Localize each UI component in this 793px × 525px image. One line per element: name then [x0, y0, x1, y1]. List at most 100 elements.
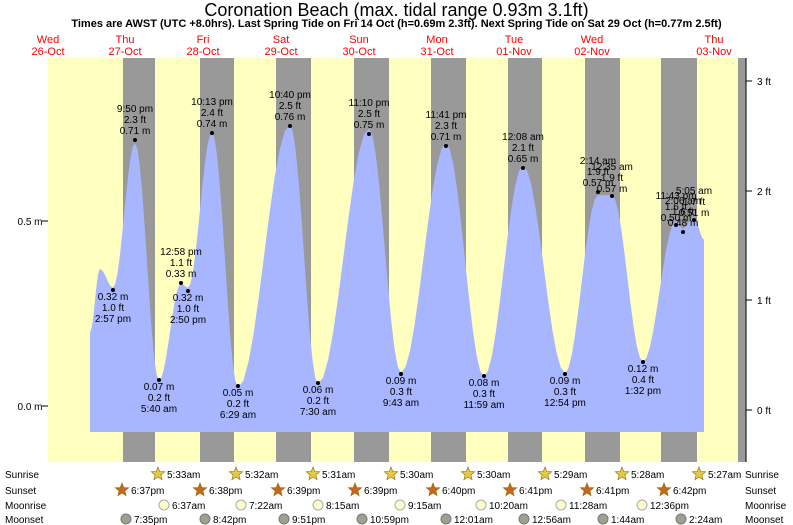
tide-m-label: 0.32 m [98, 292, 129, 303]
date-label: 02-Nov [574, 46, 610, 58]
tide-m-label: 0.75 m [354, 120, 385, 131]
sunrise-icon [691, 466, 707, 481]
tide-point [367, 132, 371, 136]
sunrise-icon [150, 466, 166, 481]
tide-m-label: 0.06 m [303, 385, 334, 396]
sunset-time: 6:39pm [364, 486, 397, 497]
tide-time-label: 2:14 am [580, 156, 616, 167]
moonset-icon [199, 513, 211, 525]
tide-ft-label: 0.3 ft [554, 387, 576, 398]
moonrise-icon [235, 499, 247, 511]
moonrise-time: 6:37am [172, 501, 205, 512]
tide-ft-label: 1.6 ft [665, 202, 687, 213]
sunrise-icon [228, 466, 244, 481]
tide-m-label: 0.51 m [679, 208, 710, 219]
y-tick-label-right: 1 ft [757, 296, 771, 307]
tide-point [563, 372, 567, 376]
sunset-time: 6:38pm [209, 486, 242, 497]
tide-time-label: 11:43 pm [656, 191, 697, 202]
tide-m-label: 0.09 m [550, 376, 581, 387]
y-tick-label-right: 0 ft [757, 406, 771, 417]
row-label-right: Sunrise [745, 470, 779, 481]
moonset-icon [278, 513, 290, 525]
sunrise-icon [383, 466, 399, 481]
tide-time-label: 11:59 am [464, 400, 505, 411]
date-day-label: Sat [273, 34, 290, 46]
sunset-time: 6:41pm [519, 486, 552, 497]
sunset-time: 6:37pm [131, 486, 164, 497]
tide-m-label: 0.07 m [144, 382, 175, 393]
tide-ft-label: 2.5 ft [358, 109, 380, 120]
tide-m-label: 0.74 m [197, 119, 228, 130]
tide-point [641, 360, 645, 364]
sunset-icon [656, 482, 672, 497]
tide-ft-label: 0.2 ft [307, 396, 329, 407]
tide-area [90, 124, 704, 433]
tide-m-label: 0.76 m [275, 112, 306, 123]
tide-point [610, 194, 614, 198]
sunset-time: 6:39pm [287, 486, 320, 497]
tide-m-label: 0.09 m [386, 376, 417, 387]
tide-time-label: 2:06 am [665, 196, 701, 207]
tide-time-label: 10:13 pm [191, 97, 233, 108]
date-day-label: Wed [37, 34, 59, 46]
date-label: 03-Nov [696, 46, 732, 58]
tide-m-label: 0.08 m [469, 378, 500, 389]
tide-ft-label: 2.3 ft [124, 115, 146, 126]
row-label-right: Sunset [745, 486, 776, 497]
tide-time-label: 10:40 pm [269, 90, 311, 101]
sunset-icon [114, 482, 130, 497]
tide-m-label: 0.57 m [597, 184, 628, 195]
row-label-right: Moonrise [745, 501, 787, 512]
right-strip [738, 58, 746, 462]
sunrise-time: 5:27am [708, 470, 741, 481]
moonset-icon [440, 513, 452, 525]
row-label-left: Sunrise [5, 470, 39, 481]
y-tick-label-right: 3 ft [757, 77, 771, 88]
tide-point [521, 166, 525, 170]
row-label-right: Moonset [745, 515, 784, 525]
tide-point [596, 190, 600, 194]
tide-ft-label: 1.0 ft [177, 304, 199, 315]
tide-ft-label: 1.9 ft [587, 167, 609, 178]
tide-time-label: 1:32 pm [625, 386, 661, 397]
tide-time-label: 5:05 am [676, 186, 712, 197]
date-day-label: Thu [116, 34, 135, 46]
tide-point [288, 124, 292, 128]
sunrise-time: 5:30am [477, 470, 510, 481]
y-tick-label-left: 0.0 m [17, 402, 42, 413]
moonset-icon [518, 513, 530, 525]
tide-time-label: 11:41 pm [426, 110, 467, 121]
tide-ft-label: 2.4 ft [201, 108, 223, 119]
tide-m-label: 0.50 m [661, 213, 692, 224]
moonset-icon [675, 513, 687, 525]
tide-point [179, 281, 183, 285]
moonrise-icon [158, 499, 170, 511]
date-day-label: Wed [581, 34, 603, 46]
moonset-time: 1:44am [611, 515, 644, 525]
y-tick-label-left: 0.5 m [17, 217, 42, 228]
tide-time-label: 7:30 am [300, 407, 336, 418]
date-label: 28-Oct [186, 46, 219, 58]
sunrise-time: 5:33am [167, 470, 200, 481]
sunrise-time: 5:30am [400, 470, 433, 481]
sunset-time: 6:42pm [673, 486, 706, 497]
tide-m-label: 0.32 m [173, 293, 204, 304]
moonrise-icon [555, 499, 567, 511]
tide-m-label: 0.57 m [583, 178, 614, 189]
date-label: 26-Oct [31, 46, 64, 58]
tide-ft-label: 1.0 ft [102, 303, 124, 314]
tide-time-label: 12:35 am [591, 162, 633, 173]
sunrise-icon [537, 466, 553, 481]
date-day-label: Fri [197, 34, 210, 46]
tide-ft-label: 0.2 ft [227, 399, 249, 410]
moonset-time: 7:35pm [134, 515, 167, 525]
tide-point [186, 289, 190, 293]
tide-time-label: 9:50 pm [117, 104, 153, 115]
moonrise-icon [475, 499, 487, 511]
sunset-time: 6:41pm [596, 486, 629, 497]
tide-m-label: 0.48 m [668, 218, 699, 229]
date-label: 30-Oct [342, 46, 375, 58]
sunrise-icon [460, 466, 476, 481]
